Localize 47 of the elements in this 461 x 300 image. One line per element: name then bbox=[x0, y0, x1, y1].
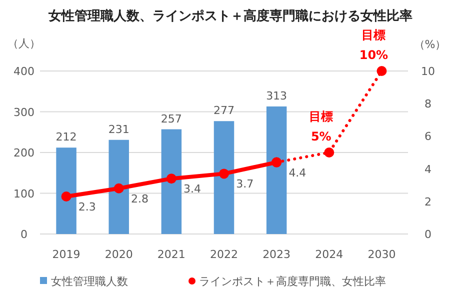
y-tick-label: 0 bbox=[20, 228, 28, 241]
bar bbox=[108, 140, 129, 234]
data-label: 313 bbox=[266, 89, 288, 102]
x-tick-label: 2024 bbox=[315, 248, 344, 261]
bar bbox=[266, 106, 287, 234]
bar bbox=[161, 129, 182, 234]
bar bbox=[214, 121, 234, 234]
x-tick-label: 2030 bbox=[368, 248, 396, 261]
y-axis-title: （人） bbox=[8, 37, 40, 50]
bar bbox=[56, 148, 76, 234]
data-label: 3.7 bbox=[236, 178, 254, 191]
data-label: 3.4 bbox=[184, 182, 202, 196]
y2-tick-label: 6 bbox=[424, 130, 432, 144]
legend-label: 女性管理職人数 bbox=[51, 275, 128, 288]
x-tick-label: 2019 bbox=[52, 248, 80, 261]
data-label: 目標 10% bbox=[359, 28, 388, 62]
chart-title: 女性管理職人数、ラインポスト＋高度専門職における女性比率 bbox=[48, 8, 412, 24]
point bbox=[324, 148, 334, 158]
point bbox=[166, 174, 176, 184]
y-tick-label: 200 bbox=[14, 146, 34, 160]
legend-label: ラインポスト＋高度専門職、女性比率 bbox=[199, 275, 386, 288]
y-tick-label: 100 bbox=[14, 187, 34, 200]
point bbox=[376, 66, 387, 76]
y2-tick-label: 0 bbox=[424, 228, 432, 241]
point bbox=[219, 168, 229, 179]
data-label: 212 bbox=[56, 130, 77, 144]
data-label: 277 bbox=[214, 104, 234, 118]
x-tick-label: 2023 bbox=[262, 248, 291, 261]
y2-tick-label: 4 bbox=[424, 162, 432, 176]
y2-tick-label: 10 bbox=[421, 65, 435, 78]
data-label: 2.8 bbox=[130, 192, 148, 206]
data-label: 231 bbox=[108, 122, 130, 136]
data-label: 目標 5% bbox=[309, 110, 334, 144]
x-tick-label: 2022 bbox=[210, 248, 238, 261]
data-label: 4.4 bbox=[288, 166, 306, 180]
x-tick-label: 2020 bbox=[104, 248, 133, 261]
y2-axis-title: （%） bbox=[414, 38, 446, 51]
point bbox=[61, 192, 72, 202]
point bbox=[114, 183, 124, 194]
y-tick-label: 400 bbox=[14, 65, 34, 78]
x-tick-label: 2021 bbox=[157, 248, 186, 261]
y-tick-label: 300 bbox=[14, 106, 34, 119]
data-label: 2.3 bbox=[78, 200, 96, 214]
data-label: 257 bbox=[160, 112, 182, 126]
y2-tick-label: 8 bbox=[424, 98, 432, 111]
point bbox=[272, 157, 282, 168]
y2-tick-label: 2 bbox=[424, 195, 432, 208]
